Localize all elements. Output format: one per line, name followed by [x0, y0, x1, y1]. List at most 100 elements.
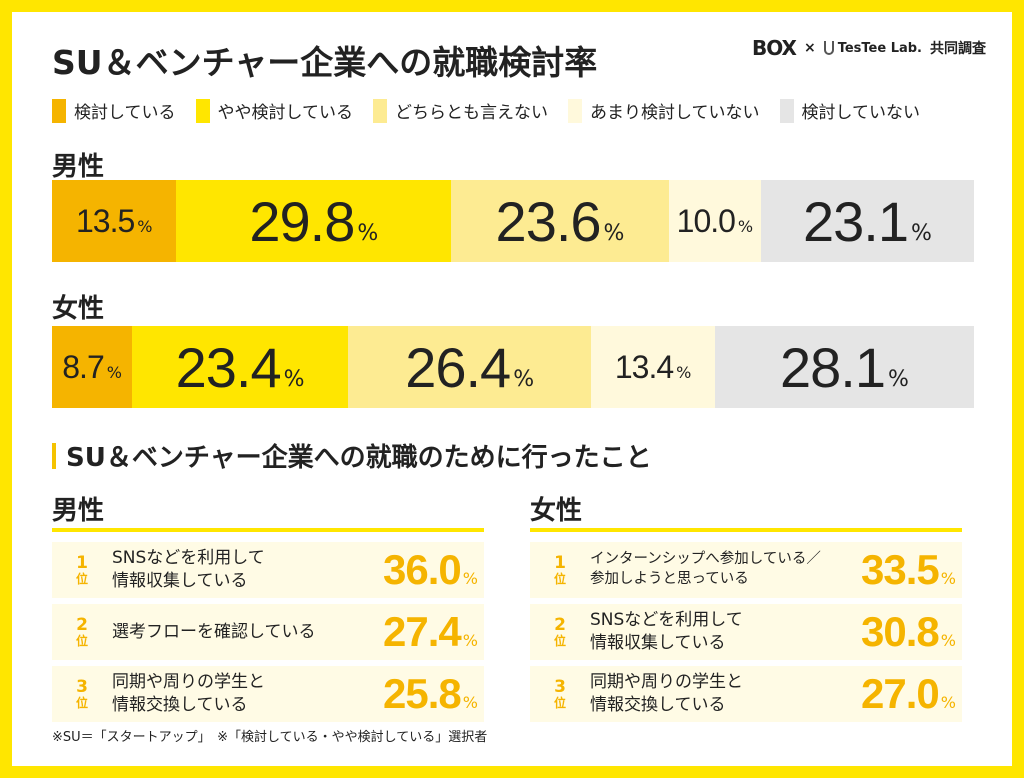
ranking-group-label: 女性: [530, 496, 583, 526]
rank-value-number: 27.4: [383, 608, 462, 655]
legend-label: どちらとも言えない: [395, 103, 548, 123]
bar-value-label: 28.1: [779, 335, 886, 399]
rank-text: インターンシップへ参加している／ 参加しようと思っている: [590, 550, 832, 589]
testee-logo: TesTee Lab.: [823, 40, 922, 56]
bar-unit-label: %: [676, 362, 692, 382]
rank-text-line: 同期や周りの学生と: [112, 672, 265, 693]
bar-unit-label: %: [737, 216, 754, 236]
rank-value: 27.0%: [832, 670, 962, 718]
rank-number: 2: [76, 615, 88, 636]
rank-text-line: 情報交換している: [112, 695, 248, 715]
rank-value-number: 27.0: [861, 670, 940, 717]
section-title-text: SU＆ベンチャー企業への就職のために行ったこと: [66, 443, 652, 473]
footnote: ※SU＝「スタートアップ」 ※「検討している・やや検討している」選択者: [52, 730, 488, 745]
brand-cross: ×: [803, 40, 816, 56]
ranking-column-female: 女性 1 位インターンシップへ参加している／ 参加しようと思っている 33.5% 2 位 SN…: [530, 490, 962, 722]
testee-label: TesTee Lab.: [837, 40, 922, 56]
rank-text-line: 参加しようと思っている: [590, 571, 749, 587]
bar-value-label: 23.4: [175, 335, 282, 399]
bar-segment: 13.5%: [52, 180, 177, 262]
rank-suffix: 位: [75, 571, 88, 586]
bar-value-label: 26.4: [405, 335, 511, 399]
rank-text-line: インターンシップへ参加している／: [590, 551, 821, 568]
bar-segment: 26.4%: [347, 326, 592, 408]
rank-suffix: 位: [553, 633, 566, 648]
bar-unit-label: %: [283, 366, 305, 392]
ranking-row: 2 位 SNSなどを利用して 情報収集している 30.8%: [530, 604, 962, 660]
rank-value: 30.8%: [832, 608, 962, 656]
section-marker: [52, 442, 56, 469]
rank-text: 選考フローを確認している: [112, 621, 354, 644]
bar-segment: 23.6%: [451, 180, 669, 262]
joint-survey-label: 共同調査: [930, 41, 986, 57]
legend-swatch: [52, 98, 66, 123]
rank-number: 3: [76, 677, 88, 698]
legend-label: やや検討している: [217, 103, 354, 123]
legend-swatch: [373, 98, 387, 123]
page-title: SU＆ベンチャー企業への就職検討率: [52, 43, 598, 82]
bar-unit-label: %: [137, 216, 153, 236]
rank-value-number: 30.8: [861, 608, 940, 655]
legend: 検討している やや検討している どちらとも言えない あまり検討していない 検討していない: [52, 98, 920, 123]
rank-value: 33.5%: [832, 546, 962, 594]
rank-suffix: 位: [75, 695, 88, 710]
rank-number: 3: [554, 677, 566, 698]
ranking-divider: [52, 528, 484, 532]
rank-value-number: 33.5: [861, 546, 940, 593]
ranking-row: 1 位 SNSなどを利用して 情報収集している 36.0%: [52, 542, 484, 598]
legend-item: どちらとも言えない: [373, 98, 548, 123]
legend-item: 検討している: [52, 98, 176, 123]
bar-unit-label: %: [357, 220, 379, 246]
ranking-row: 3 位同期や周りの学生と 情報交換している 25.8%: [52, 666, 484, 722]
rank-number: 2: [554, 615, 566, 636]
legend-label: 検討している: [74, 103, 176, 123]
bar-value-label: 13.4: [614, 348, 674, 385]
legend-swatch: [779, 98, 794, 123]
legend-item: あまり検討していない: [568, 98, 760, 123]
rank-suffix: 位: [75, 633, 88, 648]
legend-swatch: [195, 98, 210, 123]
bar-unit-label: %: [513, 366, 535, 392]
rank-value-unit: %: [940, 693, 956, 712]
rank-value-unit: %: [462, 693, 478, 712]
rank-text: SNSなどを利用して 情報収集している: [112, 547, 354, 593]
rank-text: 同期や周りの学生と 情報交換している: [112, 671, 354, 717]
rank-text: SNSなどを利用して 情報収集している: [590, 609, 832, 655]
bar-unit-label: %: [887, 366, 909, 392]
bar-segment: 10.0%: [668, 180, 761, 262]
rank-value-unit: %: [462, 569, 478, 588]
rank-text-line: 情報交換している: [590, 695, 726, 715]
ranking-row: 2 位選考フローを確認している 27.4%: [52, 604, 484, 660]
rank-number: 1: [76, 553, 88, 574]
rank-value-unit: %: [462, 631, 478, 650]
bar-unit-label: %: [106, 362, 122, 382]
bar-value-label: 13.5: [75, 202, 135, 239]
rank-text-line: SNSなどを利用して: [590, 610, 743, 631]
bar-value-label: 8.7: [62, 348, 104, 385]
rank-text-line: SNSなどを利用して: [112, 548, 265, 569]
bar-segment: 28.1%: [714, 326, 974, 408]
group-label-male: 男性: [52, 152, 105, 182]
ranking-group-label: 男性: [52, 496, 105, 526]
bar-value-label: 29.8: [249, 189, 355, 253]
rank-value: 36.0%: [354, 546, 484, 594]
legend-label: あまり検討していない: [590, 103, 760, 123]
rank-value: 27.4%: [354, 608, 484, 656]
bar-segment: 23.1%: [760, 180, 974, 262]
legend-swatch: [568, 98, 582, 123]
rank-text-line: 情報収集している: [112, 571, 248, 591]
ranking-row: 3 位同期や周りの学生と 情報交換している 27.0%: [530, 666, 962, 722]
rank-suffix: 位: [553, 695, 566, 710]
rank-text: 同期や周りの学生と 情報交換している: [590, 671, 832, 717]
brand-area: BOX × TesTee Lab. 共同調査: [752, 36, 986, 60]
rank-suffix: 位: [553, 571, 566, 586]
ranking-column-male: 男性 1 位 SNSなどを利用して 情報収集している 36.0% 2 位選考フローを確認してい…: [52, 490, 484, 722]
rank-value-unit: %: [940, 631, 956, 650]
legend-item: やや検討している: [195, 98, 354, 123]
rank-text-line: 情報収集している: [590, 633, 726, 653]
bar-value-label: 10.0: [676, 202, 736, 239]
legend-item: 検討していない: [779, 98, 920, 123]
